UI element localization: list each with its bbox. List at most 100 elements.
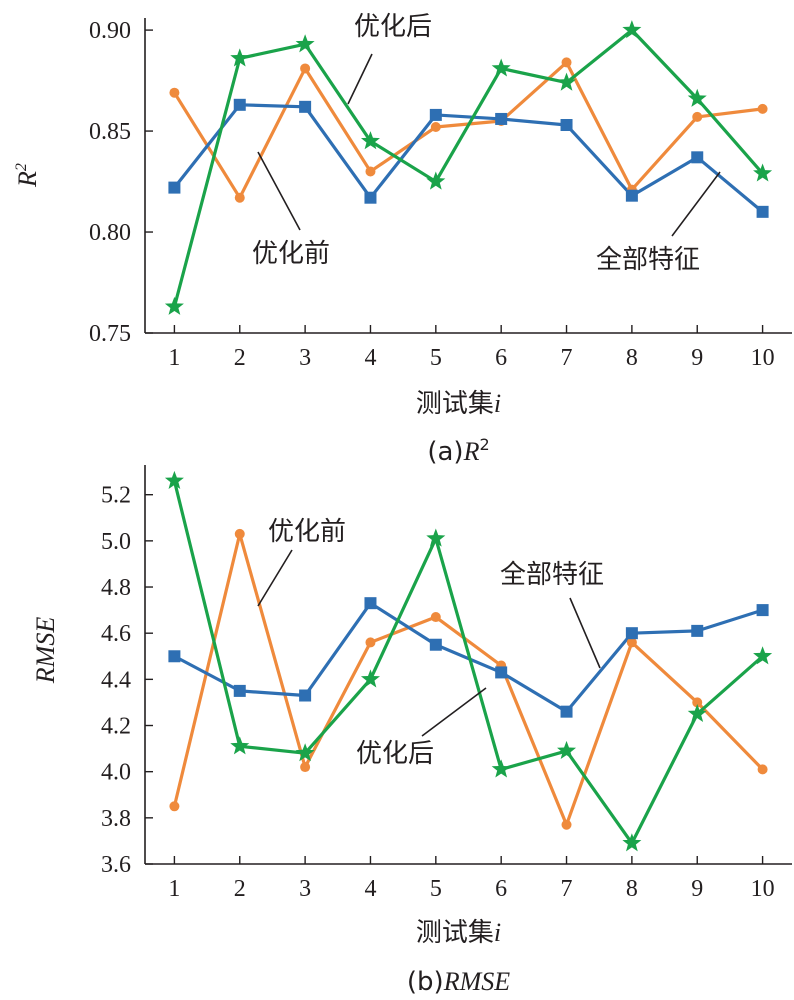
panel-a-caption: (a)R2 [427,435,489,467]
panel-a-x-tick-label: 5 [430,345,442,371]
panel-b-x-tick-label: 8 [626,876,638,902]
panel-a-point-star [426,171,446,190]
panel-b-point-square [625,627,638,640]
panel-b-x-tick-label: 9 [691,876,703,902]
panel-b-rmse-chart: 3.6 3.8 4.0 4.2 4.4 4.6 4.8 5.0 5.2 1 2 3 4 5 6 7 8 9 10 优化… [31,465,792,997]
panel-b-point-square [168,650,181,663]
panel-a-point-star [687,88,707,107]
panel-b-point-circle [234,528,245,539]
panel-b-annotation-label: 优化前 [268,517,346,547]
panel-a-point-circle [300,63,311,74]
panel-a-point-star [295,34,315,53]
panel-a-point-star [164,296,184,315]
panel-b-point-star [426,528,446,547]
panel-a-point-square [756,205,769,218]
panel-b-point-star [557,740,577,759]
panel-b-point-star [360,669,380,688]
panel-a-annotation-label: 优化后 [354,12,432,42]
panel-a-y-axis-label: R2 [13,163,42,188]
panel-a-series-line-star [172,28,764,308]
panel-a-point-circle [692,111,703,122]
panel-b-point-square [691,624,704,637]
panel-a-point-circle [365,166,376,177]
panel-a-point-square [233,98,246,111]
panel-a-point-square [495,112,508,125]
panel-b-annotation-leader [421,687,487,737]
panel-b-x-tick-label: 1 [168,876,180,902]
panel-a-x-tick-label: 4 [364,345,376,371]
panel-b-point-square [233,684,246,697]
panel-b-point-circle [626,637,637,648]
panel-b-y-tick-label: 4.2 [101,714,131,740]
panel-b-x-tick-label: 5 [430,876,442,902]
panel-a-point-star [557,72,577,91]
panel-b-x-tick-label: 10 [751,876,775,902]
panel-b-point-circle [365,637,376,648]
panel-b-y-axis-label: RMSE [31,617,60,685]
panel-b-y-tick-label: 3.8 [101,806,131,832]
panel-b-point-circle [300,762,311,773]
panel-a-series-line-circle [173,60,763,200]
panel-a-point-circle [430,122,441,133]
panel-b-x-axis-label: 测试集i [416,918,501,948]
panel-a-point-square [625,189,638,202]
panel-a-point-circle [169,87,180,98]
panel-a-x-tick-label: 8 [626,345,638,371]
panel-b-point-circle [561,819,572,830]
panel-b-y-tick-label: 4.8 [101,575,131,601]
panel-a-series-line-square [173,103,764,214]
panel-b-point-star [164,470,184,489]
panel-b-y-tick-label: 4.6 [101,621,131,647]
panel-a-x-axis-label: 测试集i [416,389,501,419]
panel-b-point-circle [757,764,768,775]
panel-b-point-star [753,646,773,665]
panel-a-point-square [299,100,312,113]
panel-b-series-line-star [172,480,764,845]
panel-a-point-star [491,58,511,77]
panel-a-x-tick-label: 10 [751,345,775,371]
panel-a-point-circle [757,103,768,114]
panel-b-point-square [560,705,573,718]
panel-a-point-circle [234,192,245,203]
panel-b-y-tick-label: 4.4 [101,667,131,693]
panel-b-point-star [622,833,642,852]
panel-b-annotation-label: 全部特征 [500,560,604,590]
panel-b-point-square [495,666,508,679]
panel-b-y-tick-label: 3.6 [101,852,131,878]
panel-b-annotation-leader [257,549,293,607]
panel-b-x-tick-label: 2 [234,876,246,902]
panel-a-x-tick-label: 6 [495,345,507,371]
panel-b-point-star [491,759,511,778]
panel-a-point-square [364,191,377,204]
panel-b-point-square [364,597,377,610]
panel-a-point-star [753,163,773,182]
panel-a-point-square [429,108,442,121]
panel-b-point-circle [169,801,180,812]
panel-b-x-tick-label: 6 [495,876,507,902]
panel-a-annotation-label: 优化前 [252,239,330,269]
panel-a-y-tick-label: 0.75 [89,321,131,347]
panel-b-point-star [230,736,250,755]
panel-b-x-tick-label: 7 [561,876,573,902]
panel-b-point-square [429,638,442,651]
panel-b-point-circle [692,697,703,708]
panel-b-annotation-leader [569,597,601,669]
panel-a-point-square [168,181,181,194]
panel-a-point-circle [561,57,572,68]
panel-b-x-tick-label: 4 [364,876,376,902]
panel-b-x-tick-label: 3 [299,876,311,902]
panel-b-point-star [687,703,707,723]
panel-b-y-tick-label: 5.2 [101,483,131,509]
panel-a-point-star [622,20,642,39]
panel-b-point-square [756,604,769,617]
panel-a-y-tick-label: 0.80 [89,220,131,246]
panel-a-point-star [230,48,250,67]
panel-a-x-tick-label: 1 [168,345,180,371]
panel-b-caption: (b)RMSE [407,967,510,997]
panel-b-point-circle [430,612,441,623]
panel-a-x-tick-label: 3 [299,345,311,371]
panel-b-point-square [299,689,312,702]
panel-a-point-square [691,151,704,164]
